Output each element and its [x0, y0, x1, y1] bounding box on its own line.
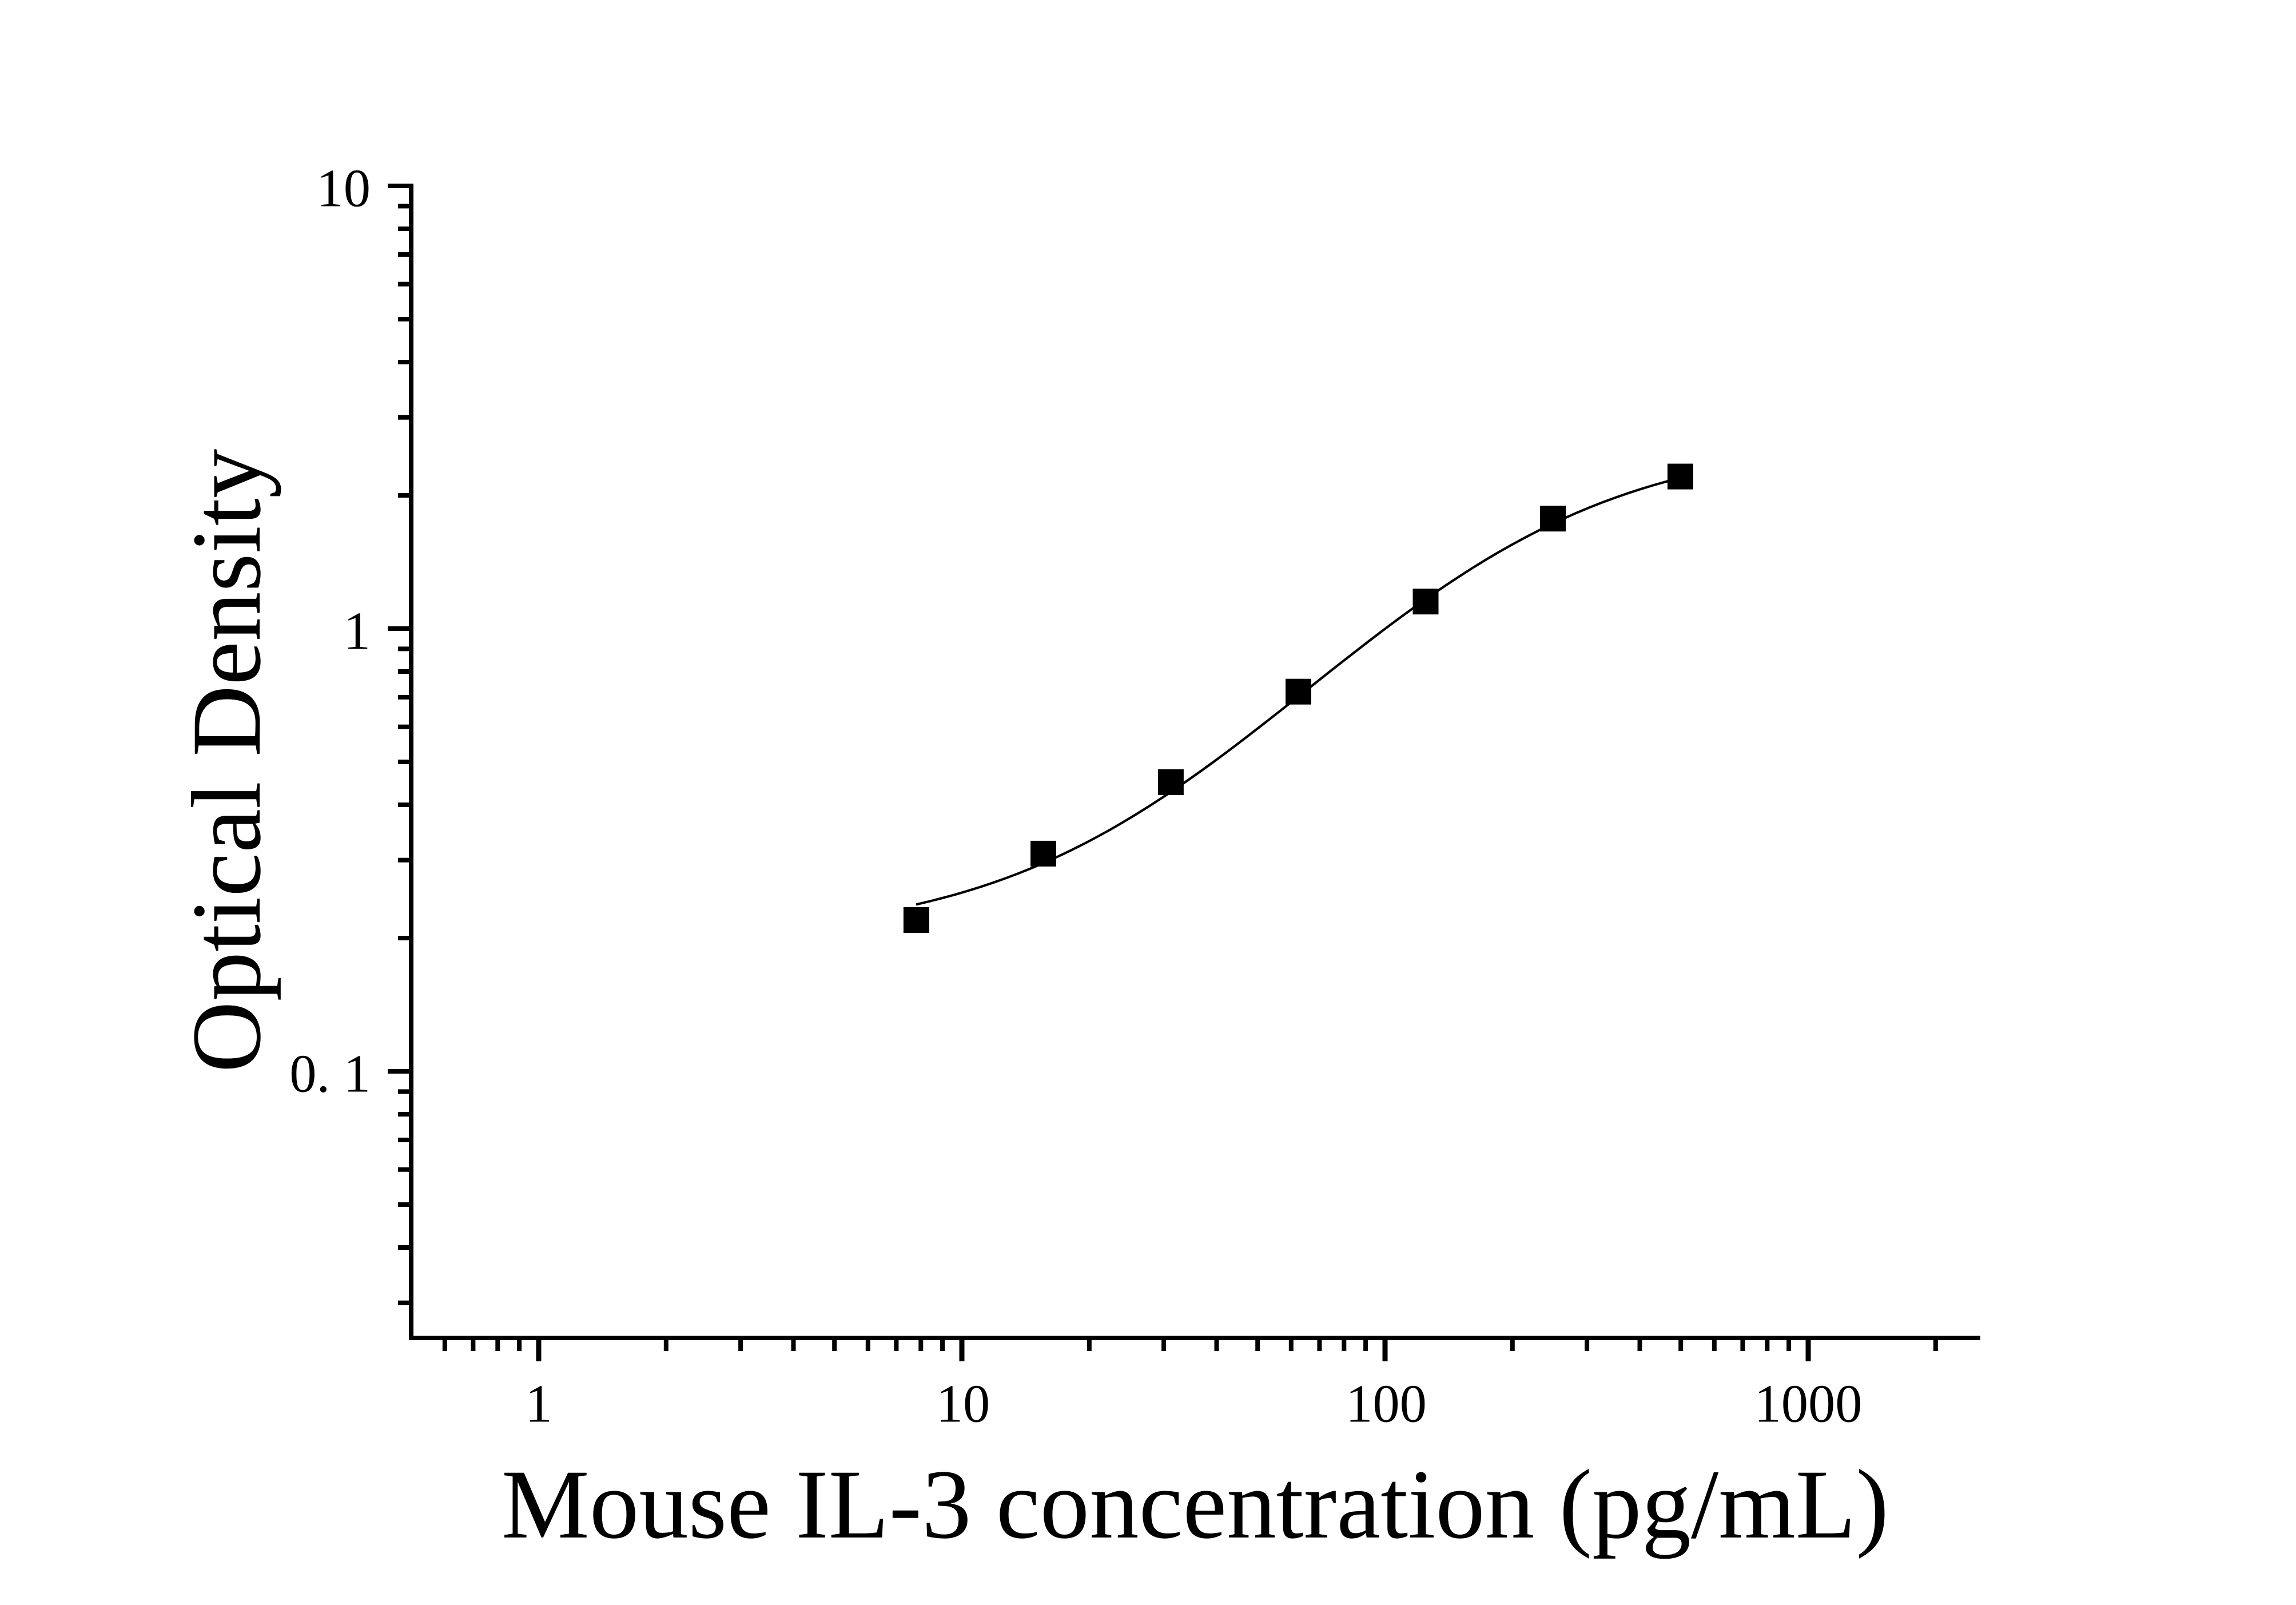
svg-text:10: 10: [317, 159, 371, 218]
svg-text:1: 1: [525, 1374, 552, 1434]
svg-text:0. 1: 0. 1: [289, 1044, 371, 1104]
svg-text:10: 10: [936, 1374, 990, 1434]
svg-text:Optical Density: Optical Density: [172, 449, 281, 1073]
svg-text:100: 100: [1346, 1374, 1427, 1434]
svg-text:Mouse IL-3 concentration (pg/m: Mouse IL-3 concentration (pg/mL): [502, 1450, 1889, 1559]
svg-text:1: 1: [344, 602, 371, 661]
svg-text:1000: 1000: [1754, 1374, 1863, 1434]
